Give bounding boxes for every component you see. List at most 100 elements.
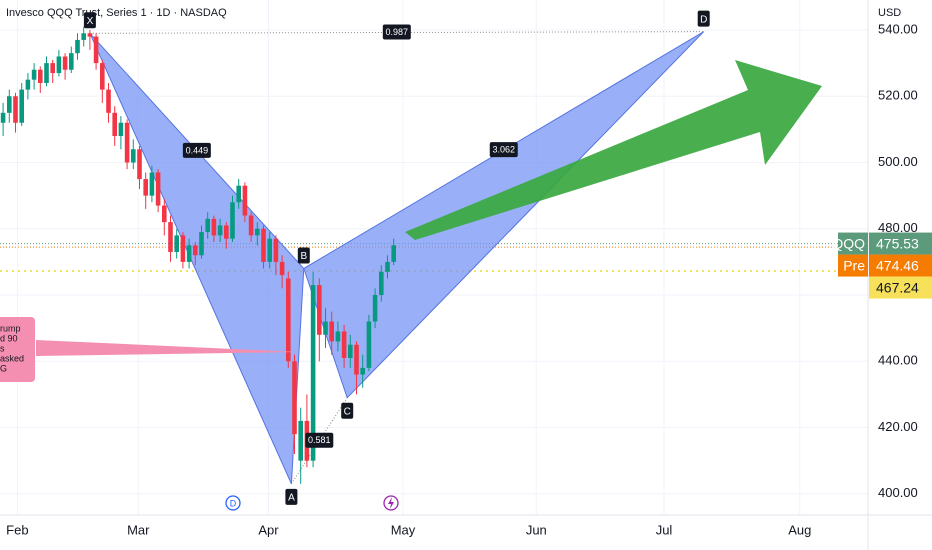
callout-line: d 90 (0, 333, 18, 343)
candle-body (317, 285, 322, 335)
candle-body (106, 89, 111, 113)
price-label: 475.53 (876, 235, 919, 251)
candle-body (69, 53, 74, 70)
event-icon[interactable] (225, 495, 241, 511)
callout-box (0, 317, 35, 382)
candle-body (93, 36, 99, 64)
candle-body (112, 112, 117, 136)
callout-line: s (0, 343, 5, 353)
x-tick-label: Mar (127, 522, 150, 537)
candle-body (124, 122, 130, 163)
candle-body (217, 225, 223, 236)
candle-body (205, 218, 210, 233)
candle-body (162, 205, 167, 223)
pattern-point-box (285, 488, 298, 505)
pattern-point-box (83, 12, 96, 29)
chart-title: Invesco QQQ Trust, Series 1 · 1D · NASDA… (6, 7, 227, 19)
candle-body (267, 238, 272, 262)
x-tick-label: Apr (258, 522, 279, 537)
candle-body (292, 361, 297, 435)
price-label-box (869, 232, 932, 255)
ratio-box (182, 142, 211, 158)
candle-body (174, 235, 179, 252)
candle-body (193, 245, 198, 256)
candle-body (62, 56, 68, 70)
symbol-label-box (838, 232, 868, 255)
candle-body (50, 63, 55, 74)
candle-body (341, 331, 347, 358)
y-tick-label: 520.00 (878, 88, 918, 103)
candle-body (298, 420, 303, 461)
event-label[interactable]: D (230, 498, 237, 508)
candle-body (329, 321, 334, 342)
candle-body (211, 218, 217, 236)
candle-body (0, 112, 6, 123)
candle-body (286, 278, 291, 362)
x-tick-label: May (391, 522, 416, 537)
candles (0, 26, 396, 484)
currency: USD (878, 7, 901, 19)
price-label-box (869, 276, 932, 299)
x-tick-label: Jun (526, 522, 547, 537)
candle-body (230, 202, 235, 239)
callout-line: asked (0, 353, 24, 363)
pattern-point-label: C (344, 406, 351, 417)
ratio-label: 0.987 (386, 27, 409, 37)
candle-body (273, 238, 279, 262)
candle-body (143, 179, 148, 196)
x-tick-label: Jul (656, 522, 673, 537)
pattern-point-label: X (87, 16, 94, 27)
y-tick-label: 500.00 (878, 154, 918, 169)
pattern-point-label: A (288, 492, 295, 503)
candle-body (56, 56, 62, 74)
y-tick-label: 400.00 (878, 485, 918, 500)
candle-body (224, 225, 229, 239)
candle-body (199, 232, 204, 256)
ratio-label: 3.062 (492, 144, 515, 154)
pattern-point-box (697, 10, 710, 27)
y-tick-label: 480.00 (878, 220, 918, 235)
candle-body (44, 63, 49, 83)
symbol-label-box (838, 254, 868, 277)
symbol-label: Pre (843, 257, 865, 273)
pattern-point-label: D (700, 14, 707, 25)
candle-body (261, 228, 266, 262)
candle-body (13, 96, 18, 123)
ratio-label: 0.581 (308, 435, 331, 445)
ratio-label: 0.449 (186, 145, 209, 155)
candle-body (180, 235, 186, 262)
y-tick-label: 420.00 (878, 419, 918, 434)
candle-body (87, 33, 93, 37)
pattern-point-label: B (300, 251, 307, 262)
candle-body (19, 89, 24, 123)
x-tick-label: Feb (6, 522, 28, 537)
candle-body (360, 367, 365, 375)
candle-body (391, 245, 396, 262)
pattern-point-box (341, 402, 354, 419)
candle-body (385, 261, 390, 272)
axes: 400.00420.00440.00460.00480.00500.00520.… (6, 21, 932, 537)
candle-body (242, 185, 248, 216)
candle-body (379, 271, 384, 296)
candle-body (348, 344, 353, 358)
candle-body (255, 228, 260, 236)
candle-body (25, 79, 31, 90)
callout-line: G (0, 363, 7, 373)
candle-body (7, 96, 12, 113)
price-label-box (869, 254, 932, 277)
candle-body (131, 149, 136, 163)
callout-pointer (36, 340, 300, 356)
candle-body (335, 331, 341, 342)
candle-body (323, 321, 328, 335)
candle-body (236, 185, 241, 203)
pattern-labels: X A B C D 0.449 0.581 3.062 0.987 (83, 10, 710, 505)
forecast-arrow (405, 60, 822, 240)
lightning-icon (388, 497, 394, 509)
price-label: 474.46 (876, 257, 919, 273)
candle-body (310, 285, 316, 461)
candle-body (38, 69, 43, 83)
candle-body (366, 321, 372, 368)
